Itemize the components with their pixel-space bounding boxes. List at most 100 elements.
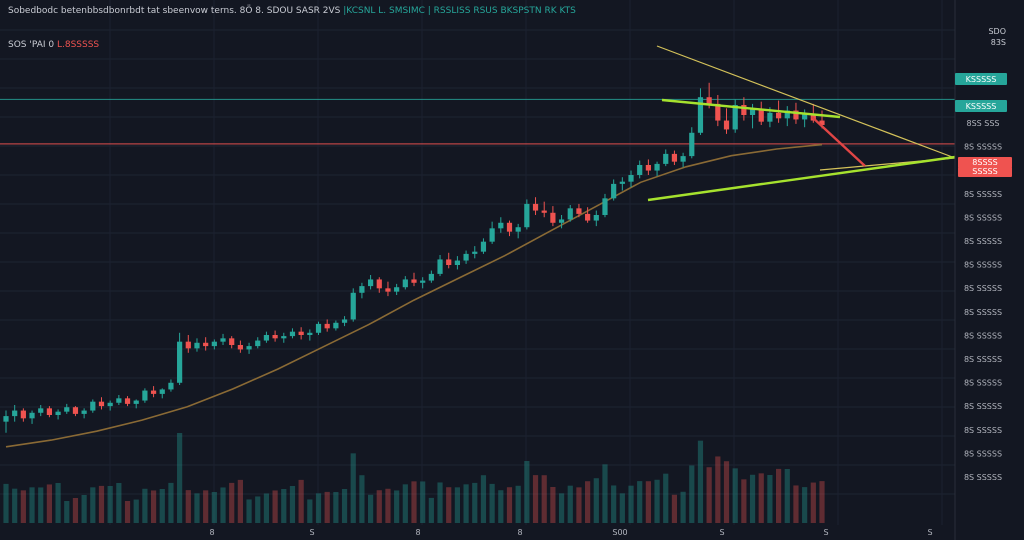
volume-bar	[437, 482, 443, 523]
volume-bar	[289, 486, 296, 523]
volume-bar	[498, 490, 504, 523]
candle-body	[593, 215, 599, 221]
candle-body	[341, 319, 348, 323]
candle-body	[46, 408, 53, 415]
candle-body	[611, 183, 617, 199]
volume-bar	[428, 497, 434, 523]
candle-body	[645, 165, 651, 171]
candle-body	[307, 332, 313, 335]
volume-bar	[333, 492, 339, 523]
volume-bar	[298, 479, 304, 523]
candle-body	[585, 213, 591, 221]
candle-body	[116, 398, 122, 403]
chart-header-line2: SOS 'PAI 0 L.8SSSSS	[8, 40, 99, 50]
volume-bar	[654, 479, 660, 523]
volume-bar	[472, 482, 478, 523]
volume-bar	[541, 475, 547, 523]
volume-bar	[3, 483, 9, 523]
price-axis[interactable]: 8SS SSS 8S SSSSS 8S SSSSS 8S SSSSS 8S SSSSS 8…	[954, 0, 1002, 540]
candle-body	[428, 273, 434, 281]
trend-drawings[interactable]	[647, 45, 956, 202]
volume-bar	[532, 475, 539, 523]
candle-body	[194, 342, 200, 349]
support-line[interactable]	[647, 155, 956, 202]
time-axis-label: 8	[517, 528, 522, 537]
candle-body	[133, 400, 139, 404]
volume-bar	[723, 461, 730, 523]
volume-bar	[72, 498, 79, 523]
volume-bar	[671, 494, 678, 523]
candle-body	[654, 163, 660, 171]
candle-body	[506, 222, 513, 232]
candle-body	[55, 411, 61, 415]
candle-body	[671, 153, 678, 162]
candle-body	[20, 410, 26, 419]
candle-body	[281, 336, 287, 339]
candle-body	[350, 292, 356, 320]
candle-body	[3, 416, 9, 422]
volume-bar	[802, 487, 808, 523]
candle-body	[289, 331, 296, 337]
volume-bar	[64, 501, 70, 523]
candle-body	[411, 279, 417, 283]
candle-body	[567, 208, 573, 220]
candle-body	[367, 279, 374, 287]
candle-body	[558, 219, 565, 223]
time-axis[interactable]: 8 S 8 8 S00 S S S	[209, 528, 932, 537]
volume-bar	[367, 494, 374, 523]
candle-body	[420, 280, 426, 283]
price-tag-bg	[958, 157, 1012, 168]
candle-body	[741, 105, 747, 115]
candle-body	[315, 323, 322, 333]
triangle-upper-line[interactable]	[656, 45, 956, 159]
candle-body	[819, 120, 825, 125]
volume-bar	[376, 490, 382, 523]
volume-bar	[402, 484, 408, 523]
resistance-line[interactable]	[661, 98, 841, 119]
time-axis-label: S	[719, 528, 724, 537]
candle-body	[715, 103, 721, 121]
candle-body	[124, 398, 131, 404]
candle-body	[211, 341, 217, 347]
volume-bar	[810, 482, 816, 523]
candle-body	[784, 110, 790, 119]
candle-body	[480, 241, 487, 252]
candle-body	[272, 335, 278, 339]
candle-body	[802, 113, 808, 120]
volume-bar	[550, 487, 556, 523]
volume-bar	[706, 467, 712, 523]
horizontal-levels[interactable]	[0, 98, 955, 145]
volume-bar	[307, 499, 313, 523]
candle-body	[38, 408, 44, 413]
volume-bar	[315, 493, 322, 523]
volume-bar	[272, 490, 278, 523]
breakdown-arrow-line[interactable]	[811, 116, 866, 167]
symbol-line: Sobedbodc betenbbsdbonrbdt tat sbeenvow …	[8, 6, 264, 16]
candle-body	[229, 338, 235, 345]
volume-bar	[116, 483, 122, 523]
timeframe-label: SOS 'PAI 0	[8, 40, 55, 50]
price-axis-label: 8S SSSSS	[964, 213, 1002, 222]
indicator-names: SDOU SASR 2VS	[266, 6, 341, 16]
price-axis-label: 8S SSSSS	[964, 190, 1002, 199]
candle-body	[437, 259, 443, 274]
volume-bar	[211, 492, 217, 523]
volume-bar	[142, 488, 148, 523]
volume-bar	[784, 469, 790, 523]
price-tag-bg	[955, 73, 1007, 85]
volume-bar	[150, 490, 157, 523]
volume-bar	[12, 488, 18, 523]
candle-body	[203, 342, 209, 347]
price-tag-text: KSSSSS	[966, 75, 997, 84]
volume-bar	[715, 456, 721, 523]
volume-bar	[168, 482, 174, 523]
price-axis-label: 8S SSSSS	[964, 284, 1002, 293]
volume-bar	[237, 479, 243, 523]
volume-bar	[185, 490, 191, 523]
candle-body	[723, 120, 730, 130]
volume-bar	[90, 487, 96, 523]
price-axis-label: 8S SSSSS	[964, 402, 1002, 411]
candle-body	[150, 390, 157, 394]
